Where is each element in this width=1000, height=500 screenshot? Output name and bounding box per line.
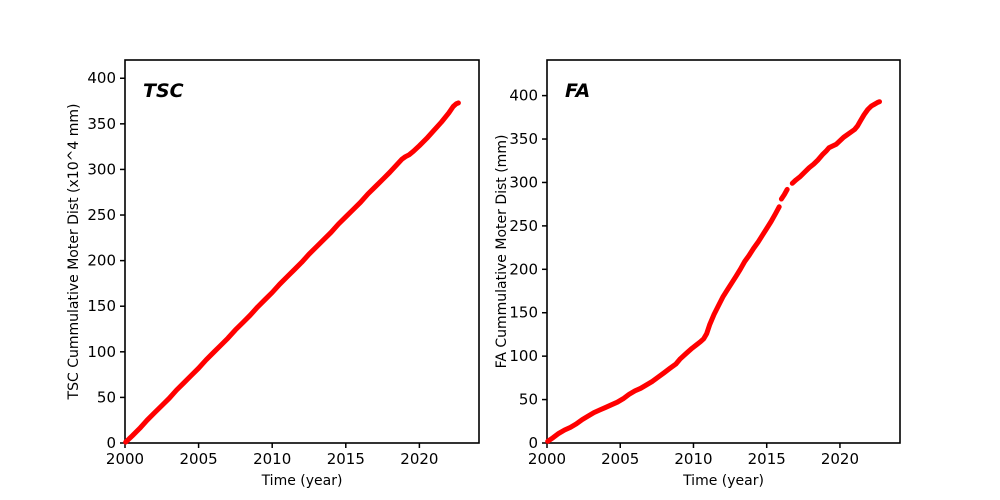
- tsc-x-tick-label: 2000: [106, 450, 144, 468]
- tsc-annotation: TSC: [143, 80, 184, 102]
- fa-x-tick-label: 2010: [674, 450, 712, 468]
- tsc-curve: [123, 100, 461, 445]
- fa-curve: [778, 186, 790, 202]
- fa-y-tick-label: 350: [509, 130, 538, 148]
- tsc-y-tick-label: 250: [87, 206, 116, 224]
- fa-curve: [545, 204, 782, 444]
- tsc-y-tick-label: 300: [87, 160, 116, 178]
- fa-y-tick-label: 200: [509, 260, 538, 278]
- tsc-ylabel: TSC Cummulative Moter Dist (x10^4 mm): [66, 104, 82, 401]
- tsc-y-tick-label: 0: [106, 434, 116, 452]
- tsc-y-tick-label: 350: [87, 115, 116, 133]
- fa-x-tick-label: 2020: [821, 450, 859, 468]
- tsc-xlabel: Time (year): [261, 473, 343, 489]
- tsc-y-tick-label: 100: [87, 343, 116, 361]
- fa-x-tick-label: 2000: [528, 450, 566, 468]
- fa-annotation: FA: [565, 80, 590, 102]
- tsc-axes-border: [124, 59, 480, 444]
- tsc-x-tick-label: 2010: [253, 450, 291, 468]
- fa-y-tick-label: 300: [509, 173, 538, 191]
- fa-axes-border: [546, 59, 901, 444]
- fa-y-tick-label: 100: [509, 347, 538, 365]
- fa-y-tick-label: 0: [528, 434, 538, 452]
- fa-y-tick-label: 50: [519, 391, 538, 409]
- tsc-x-tick-label: 2005: [180, 450, 218, 468]
- tsc-y-tick-label: 400: [87, 69, 116, 87]
- fa-y-tick-label: 400: [509, 87, 538, 105]
- fa-ylabel: FA Cummulative Moter Dist (mm): [494, 135, 510, 369]
- tsc-y-tick-label: 200: [87, 252, 116, 270]
- fa-x-tick-label: 2015: [748, 450, 786, 468]
- tsc-y-tick-label: 50: [97, 388, 116, 406]
- fa-curve: [789, 99, 882, 186]
- fa-y-tick-label: 250: [509, 217, 538, 235]
- fa-x-tick-label: 2005: [601, 450, 639, 468]
- fa-y-tick-label: 150: [509, 304, 538, 322]
- tsc-x-tick-label: 2020: [400, 450, 438, 468]
- fa-xlabel: Time (year): [682, 473, 764, 489]
- tsc-x-tick-label: 2015: [327, 450, 365, 468]
- tsc-y-tick-label: 150: [87, 297, 116, 315]
